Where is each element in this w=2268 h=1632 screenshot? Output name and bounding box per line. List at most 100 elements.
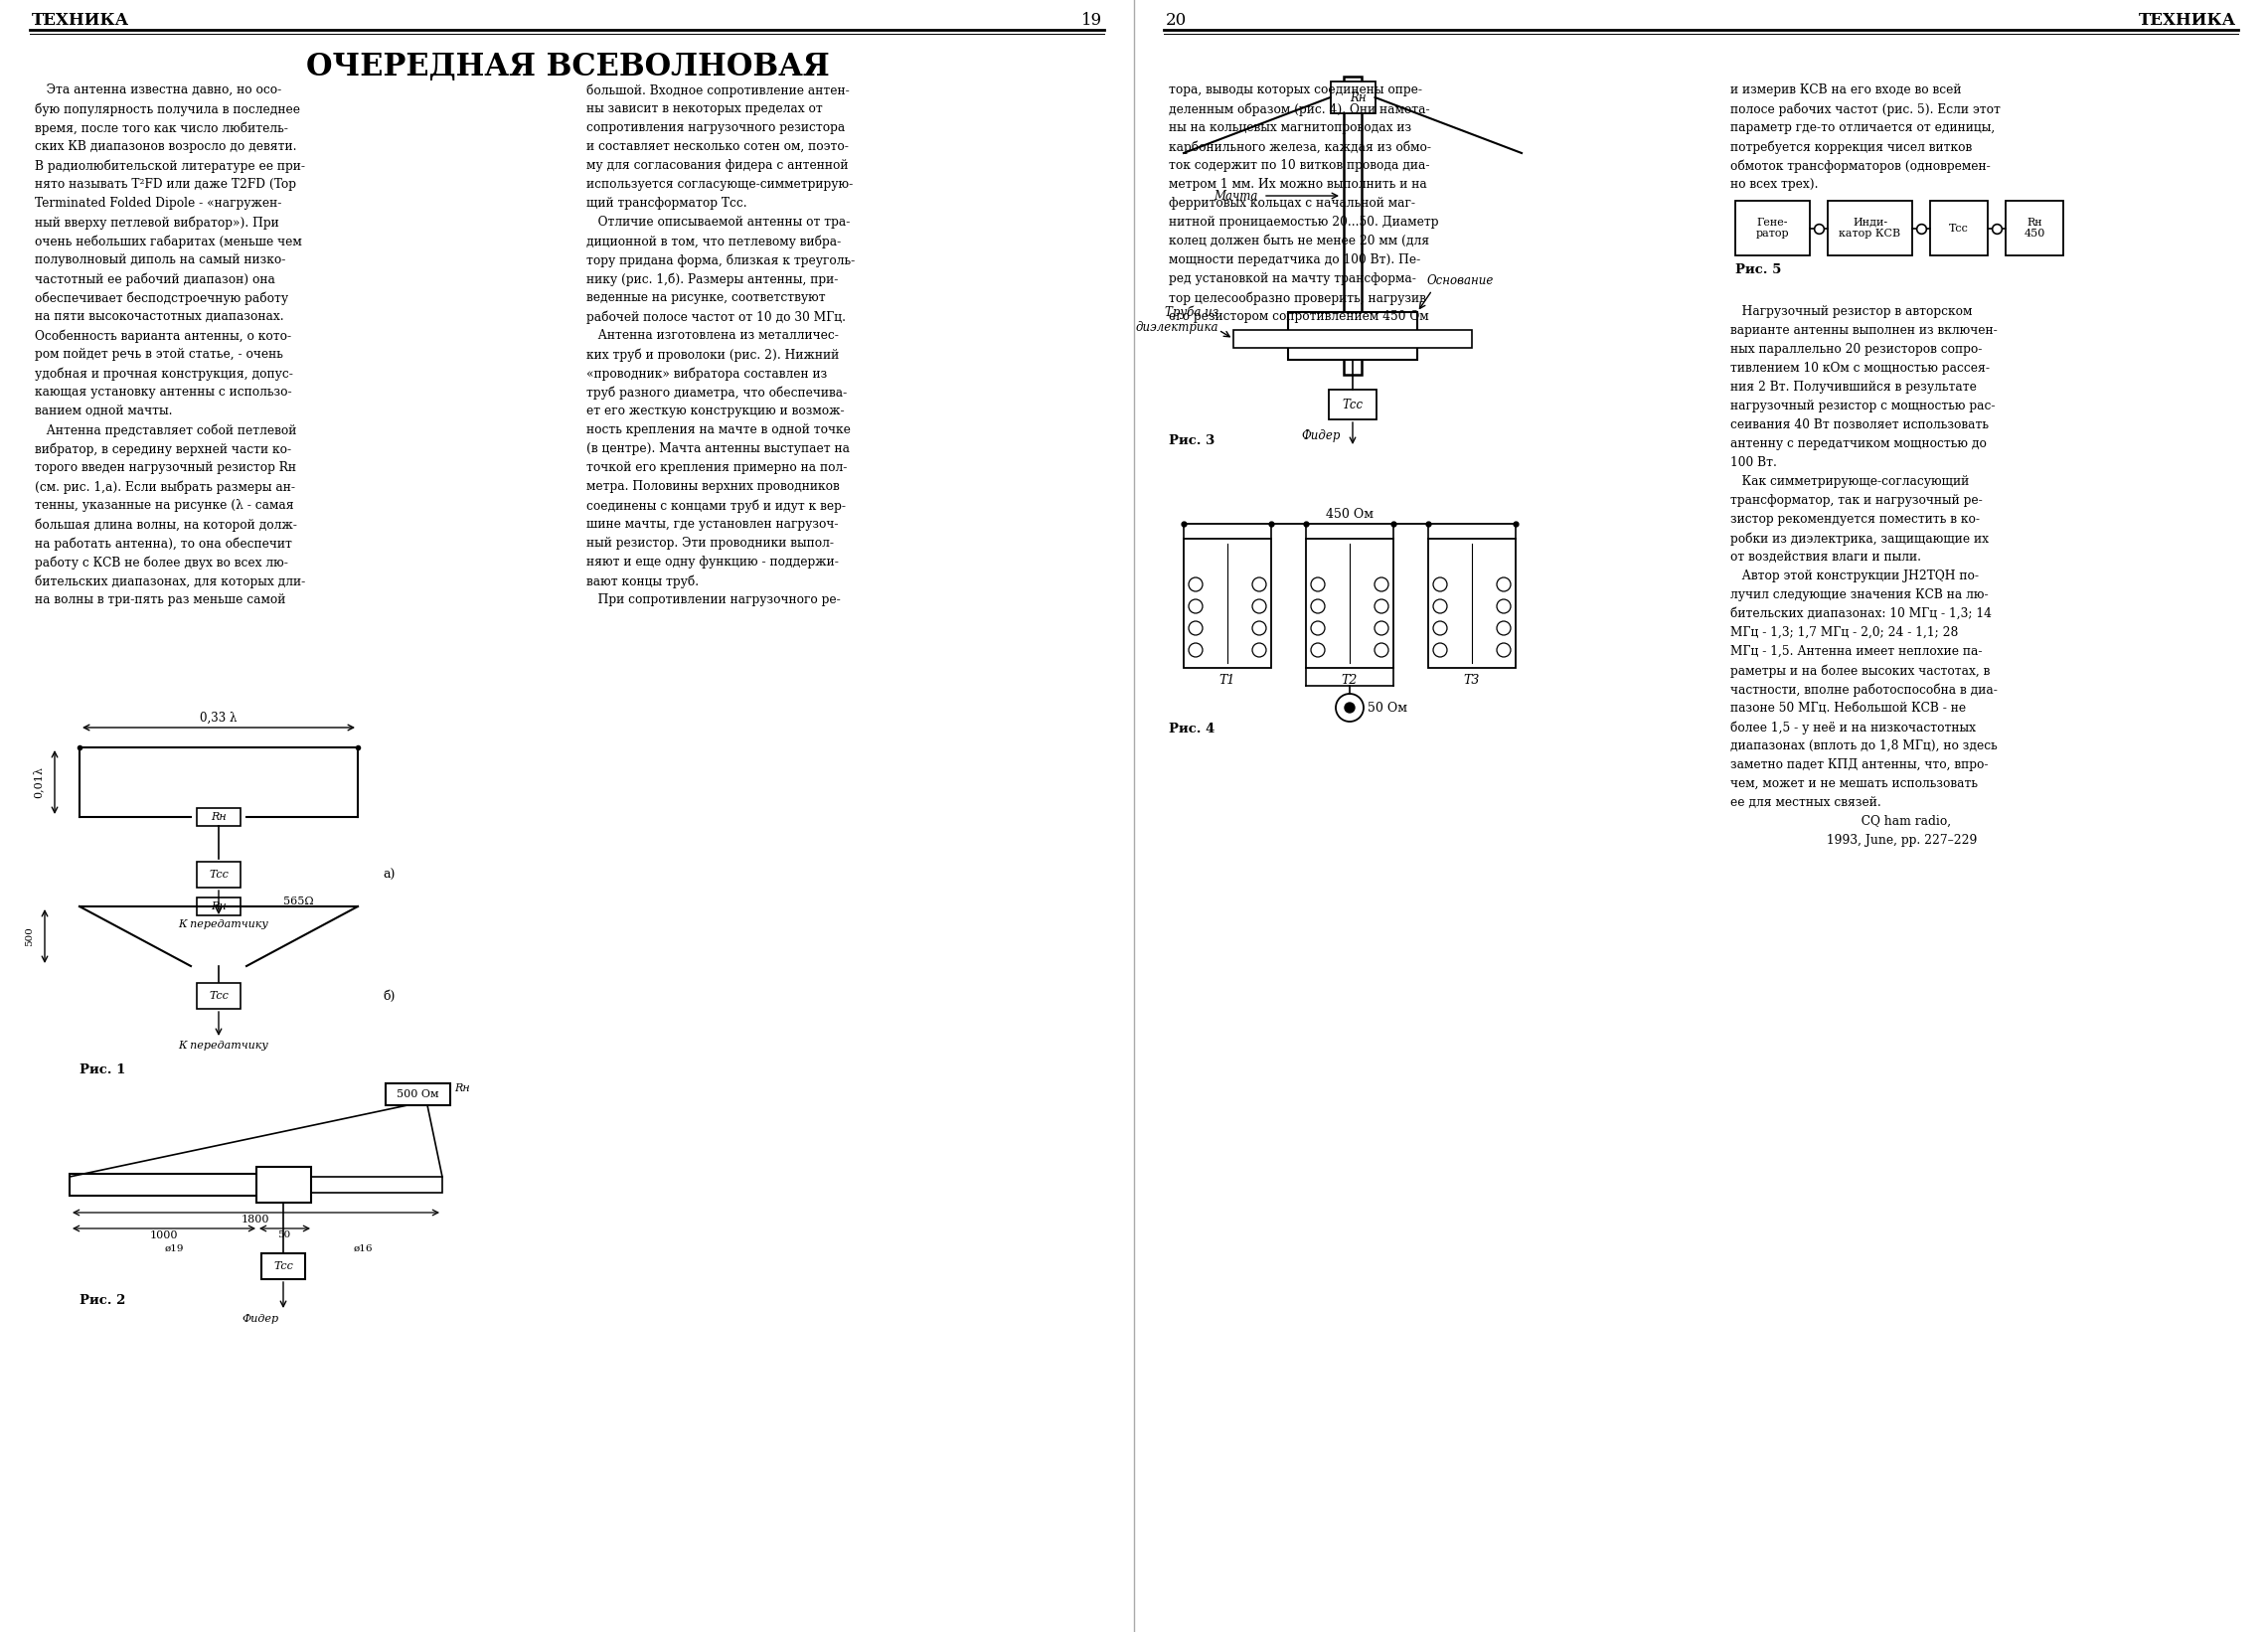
- Text: очень небольших габаритах (меньше чем: очень небольших габаритах (меньше чем: [34, 235, 302, 248]
- Text: При сопротивлении нагрузочного ре-: При сопротивлении нагрузочного ре-: [587, 594, 841, 605]
- Bar: [288, 1177, 442, 1193]
- Text: вают концы труб.: вают концы труб.: [587, 574, 699, 588]
- Text: Тсс: Тсс: [1948, 224, 1969, 233]
- Text: щий трансформатор Tсс.: щий трансформатор Tсс.: [587, 197, 746, 211]
- Text: Антенна изготовлена из металличес-: Антенна изготовлена из металличес-: [587, 330, 839, 343]
- Text: нитной проницаемостью 20...50. Диаметр: нитной проницаемостью 20...50. Диаметр: [1168, 215, 1438, 228]
- Text: Rн: Rн: [211, 813, 227, 823]
- Text: Rн
450: Rн 450: [2023, 217, 2046, 238]
- Text: трансформатор, так и нагрузочный ре-: трансформатор, так и нагрузочный ре-: [1730, 494, 1982, 508]
- Text: тора, выводы которых соединены опре-: тора, выводы которых соединены опре-: [1168, 83, 1422, 96]
- Bar: [197, 808, 240, 826]
- Text: Тсс: Тсс: [1343, 398, 1363, 411]
- Text: бительских диапазонах: 10 МГц - 1,3; 14: бительских диапазонах: 10 МГц - 1,3; 14: [1730, 607, 1991, 620]
- Text: ет его жесткую конструкцию и возмож-: ет его жесткую конструкцию и возмож-: [587, 405, 844, 418]
- Text: (см. рис. 1,а). Если выбрать размеры ан-: (см. рис. 1,а). Если выбрать размеры ан-: [34, 480, 295, 493]
- Text: пазоне 50 МГц. Небольшой КСВ - не: пазоне 50 МГц. Небольшой КСВ - не: [1730, 702, 1966, 715]
- Text: удобная и прочная конструкция, допус-: удобная и прочная конструкция, допус-: [34, 367, 293, 380]
- Text: 1993, June, pp. 227–229: 1993, June, pp. 227–229: [1730, 834, 1978, 847]
- Text: Фидер: Фидер: [1302, 429, 1340, 442]
- Text: на волны в три-пять раз меньше самой: на волны в три-пять раз меньше самой: [34, 594, 286, 605]
- Text: ТЕХНИКА: ТЕХНИКА: [32, 11, 129, 29]
- Text: МГц - 1,3; 1,7 МГц - 2,0; 24 - 1,1; 28: МГц - 1,3; 1,7 МГц - 2,0; 24 - 1,1; 28: [1730, 627, 1957, 640]
- Text: 0,01λ: 0,01λ: [32, 767, 43, 798]
- Text: 500 Ом: 500 Ом: [397, 1089, 438, 1100]
- Text: тор целесообразно проверить, нагрузив: тор целесообразно проверить, нагрузив: [1168, 290, 1427, 305]
- Text: тивлением 10 кОм с мощностью рассея-: тивлением 10 кОм с мощностью рассея-: [1730, 362, 1989, 375]
- Text: соединены с концами труб и идут к вер-: соединены с концами труб и идут к вер-: [587, 499, 846, 512]
- Text: труб разного диаметра, что обеспечива-: труб разного диаметра, что обеспечива-: [587, 385, 846, 400]
- Text: зистор рекомендуется поместить в ко-: зистор рекомендуется поместить в ко-: [1730, 512, 1980, 526]
- Text: Фидер: Фидер: [240, 1314, 279, 1324]
- Text: Тсс: Тсс: [209, 991, 229, 1000]
- Text: ный резистор. Эти проводники выпол-: ный резистор. Эти проводники выпол-: [587, 537, 835, 550]
- Text: варианте антенны выполнен из включен-: варианте антенны выполнен из включен-: [1730, 325, 1998, 336]
- Text: 0,33 λ: 0,33 λ: [200, 712, 238, 725]
- Text: работу с КСВ не более двух во всех лю-: работу с КСВ не более двух во всех лю-: [34, 555, 288, 570]
- Bar: [1306, 539, 1393, 667]
- Text: Т1: Т1: [1220, 674, 1236, 687]
- Bar: [1184, 539, 1270, 667]
- Text: Рис. 5: Рис. 5: [1735, 263, 1780, 276]
- Text: 50: 50: [277, 1231, 290, 1239]
- Text: Отличие описываемой антенны от тра-: Отличие описываемой антенны от тра-: [587, 215, 850, 228]
- Text: тору придана форма, близкая к треуголь-: тору придана форма, близкая к треуголь-: [587, 253, 855, 268]
- Text: CQ ham radio,: CQ ham radio,: [1730, 814, 1950, 827]
- Bar: [1930, 201, 1987, 256]
- Text: Рис. 4: Рис. 4: [1168, 723, 1216, 736]
- Text: время, после того как число любитель-: время, после того как число любитель-: [34, 121, 288, 135]
- Bar: [197, 982, 240, 1009]
- Bar: [1331, 82, 1374, 113]
- Text: частотный ее рабочий диапазон) она: частотный ее рабочий диапазон) она: [34, 273, 274, 286]
- Bar: [1329, 390, 1377, 419]
- Text: Terminated Folded Dipole - «нагружен-: Terminated Folded Dipole - «нагружен-: [34, 197, 281, 211]
- Text: ных параллельно 20 резисторов сопро-: ных параллельно 20 резисторов сопро-: [1730, 343, 1982, 356]
- Text: полосе рабочих частот (рис. 5). Если этот: полосе рабочих частот (рис. 5). Если это…: [1730, 103, 2000, 116]
- Text: кающая установку антенны с использо-: кающая установку антенны с использо-: [34, 385, 293, 398]
- Text: Антенна представляет собой петлевой: Антенна представляет собой петлевой: [34, 423, 297, 437]
- Bar: [70, 1173, 259, 1196]
- Text: Эта антенна известна давно, но осо-: Эта антенна известна давно, но осо-: [34, 83, 281, 96]
- Text: торого введен нагрузочный резистор Rн: торого введен нагрузочный резистор Rн: [34, 462, 297, 473]
- Text: Т2: Т2: [1343, 674, 1359, 687]
- Text: ø19: ø19: [163, 1244, 184, 1253]
- Text: нагрузочный резистор с мощностью рас-: нагрузочный резистор с мощностью рас-: [1730, 400, 1996, 413]
- Text: сеивания 40 Вт позволяет использовать: сеивания 40 Вт позволяет использовать: [1730, 418, 1989, 431]
- Text: Rн: Rн: [1349, 91, 1365, 104]
- Text: 450 Ом: 450 Ом: [1327, 508, 1374, 521]
- Text: робки из диэлектрика, защищающие их: робки из диэлектрика, защищающие их: [1730, 532, 1989, 545]
- Bar: [256, 1167, 311, 1203]
- Bar: [0, 0, 1134, 1632]
- Text: Рис. 1: Рис. 1: [79, 1064, 125, 1077]
- Text: метром 1 мм. Их можно выполнить и на: метром 1 мм. Их можно выполнить и на: [1168, 178, 1427, 191]
- Text: Основание: Основание: [1427, 274, 1495, 287]
- Text: Труба из
диэлектрика: Труба из диэлектрика: [1136, 305, 1218, 335]
- Text: большой. Входное сопротивление антен-: большой. Входное сопротивление антен-: [587, 83, 850, 96]
- Text: му для согласования фидера с антенной: му для согласования фидера с антенной: [587, 158, 848, 171]
- Text: ром пойдет речь в этой статье, - очень: ром пойдет речь в этой статье, - очень: [34, 348, 284, 361]
- Text: рабочей полосе частот от 10 до 30 МГц.: рабочей полосе частот от 10 до 30 МГц.: [587, 310, 846, 323]
- Text: 50 Ом: 50 Ом: [1368, 702, 1408, 715]
- Text: бую популярность получила в последнее: бую популярность получила в последнее: [34, 103, 299, 116]
- Text: «проводник» вибратора составлен из: «проводник» вибратора составлен из: [587, 367, 828, 380]
- Text: колец должен быть не менее 20 мм (для: колец должен быть не менее 20 мм (для: [1168, 235, 1429, 248]
- Bar: [2005, 201, 2064, 256]
- Text: ских КВ диапазонов возросло до девяти.: ских КВ диапазонов возросло до девяти.: [34, 140, 297, 153]
- Text: Рис. 2: Рис. 2: [79, 1294, 125, 1307]
- Text: бительских диапазонах, для которых дли-: бительских диапазонах, для которых дли-: [34, 574, 306, 588]
- Text: тенны, указанные на рисунке (λ - самая: тенны, указанные на рисунке (λ - самая: [34, 499, 295, 512]
- Text: Гене-
ратор: Гене- ратор: [1755, 217, 1789, 238]
- Text: а): а): [383, 868, 395, 881]
- Text: няют и еще одну функцию - поддержи-: няют и еще одну функцию - поддержи-: [587, 555, 839, 568]
- Text: сопротивления нагрузочного резистора: сопротивления нагрузочного резистора: [587, 121, 846, 134]
- Text: диапазонах (вплоть до 1,8 МГц), но здесь: диапазонах (вплоть до 1,8 МГц), но здесь: [1730, 739, 1998, 752]
- Text: К передатчику: К передатчику: [179, 919, 270, 929]
- Bar: [1234, 330, 1472, 348]
- Text: ток содержит по 10 витков провода диа-: ток содержит по 10 витков провода диа-: [1168, 158, 1429, 171]
- Text: антенну с передатчиком мощностью до: антенну с передатчиком мощностью до: [1730, 437, 1987, 450]
- Text: К передатчику: К передатчику: [179, 1041, 270, 1051]
- Text: ОЧЕРЕДНАЯ ВСЕВОЛНОВАЯ: ОЧЕРЕДНАЯ ВСЕВОЛНОВАЯ: [306, 52, 830, 83]
- Text: Т3: Т3: [1463, 674, 1481, 687]
- Text: б): б): [383, 989, 395, 1002]
- Text: ный вверху петлевой вибратор»). При: ный вверху петлевой вибратор»). При: [34, 215, 279, 228]
